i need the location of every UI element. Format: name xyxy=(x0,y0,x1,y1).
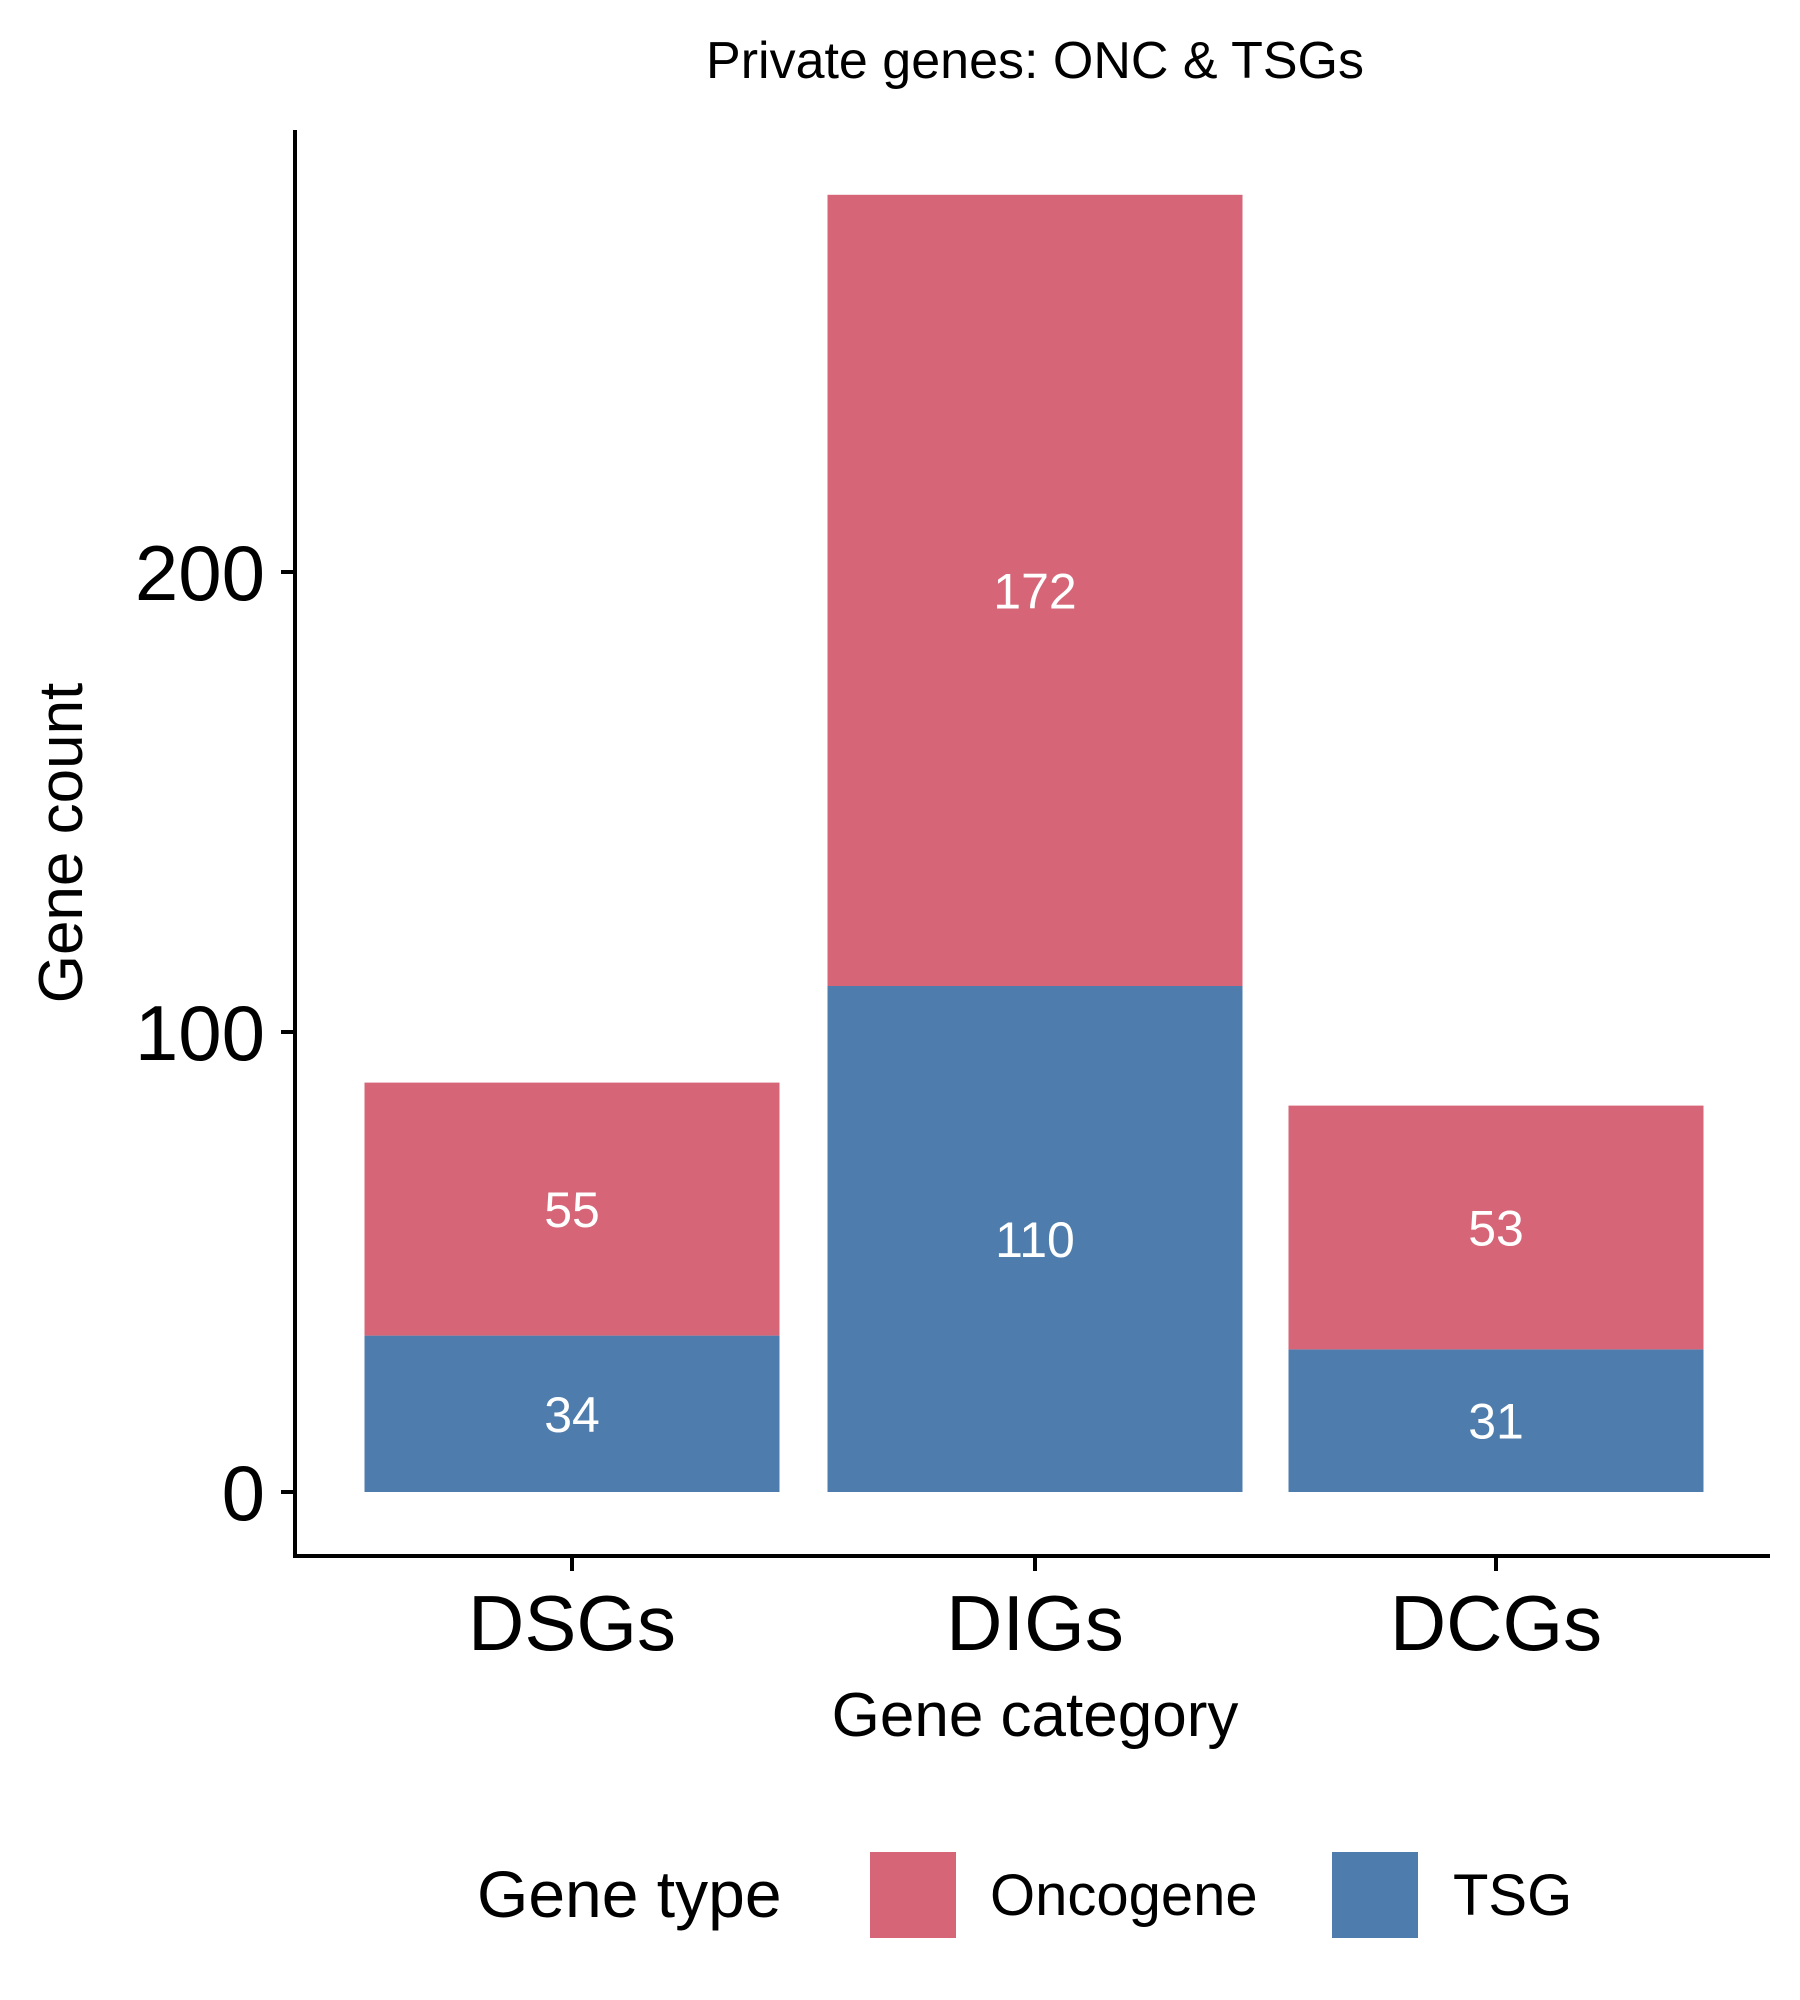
data-label-dsgs-tsg: 34 xyxy=(544,1387,600,1443)
data-label-dsgs-oncogene: 55 xyxy=(544,1182,600,1238)
chart-title: Private genes: ONC & TSGs xyxy=(706,32,1364,90)
y-axis-ticks: 0 100 200 xyxy=(135,529,295,1537)
x-tick-label-dsgs: DSGs xyxy=(468,1579,676,1667)
legend-swatch-oncogene xyxy=(870,1852,956,1938)
data-label-dcgs-tsg: 31 xyxy=(1468,1394,1524,1450)
x-tick-label-digs: DIGs xyxy=(946,1579,1124,1667)
x-axis-ticks: DSGs DIGs DCGs xyxy=(468,1556,1602,1667)
x-tick-label-dcgs: DCGs xyxy=(1390,1579,1602,1667)
legend-title: Gene type xyxy=(477,1857,782,1931)
bar-segment-dcgs-oncogene xyxy=(1288,1105,1704,1350)
bar-segment-dsgs-oncogene xyxy=(364,1082,780,1336)
bar-segment-dcgs-tsg xyxy=(1288,1349,1704,1492)
bar-segment-digs-tsg xyxy=(827,986,1243,1492)
x-axis-title: Gene category xyxy=(832,1681,1239,1750)
segment-labels-group: 34 55 110 172 31 53 xyxy=(544,563,1524,1449)
legend-swatch-tsg xyxy=(1332,1852,1418,1938)
y-tick-label: 100 xyxy=(135,989,265,1077)
data-label-digs-tsg: 110 xyxy=(995,1212,1075,1268)
legend-label-tsg: TSG xyxy=(1453,1863,1572,1928)
bar-segment-dsgs-tsg xyxy=(364,1335,780,1492)
legend: Gene type Oncogene TSG xyxy=(477,1852,1572,1938)
data-label-dcgs-oncogene: 53 xyxy=(1468,1201,1524,1257)
legend-label-oncogene: Oncogene xyxy=(990,1863,1258,1928)
data-label-digs-oncogene: 172 xyxy=(993,563,1076,619)
bar-segment-digs-oncogene xyxy=(827,194,1243,987)
y-axis-title: Gene count xyxy=(27,683,96,1004)
y-tick-label: 200 xyxy=(135,529,265,617)
bars-group xyxy=(364,194,1704,1492)
y-tick-label: 0 xyxy=(222,1449,265,1537)
